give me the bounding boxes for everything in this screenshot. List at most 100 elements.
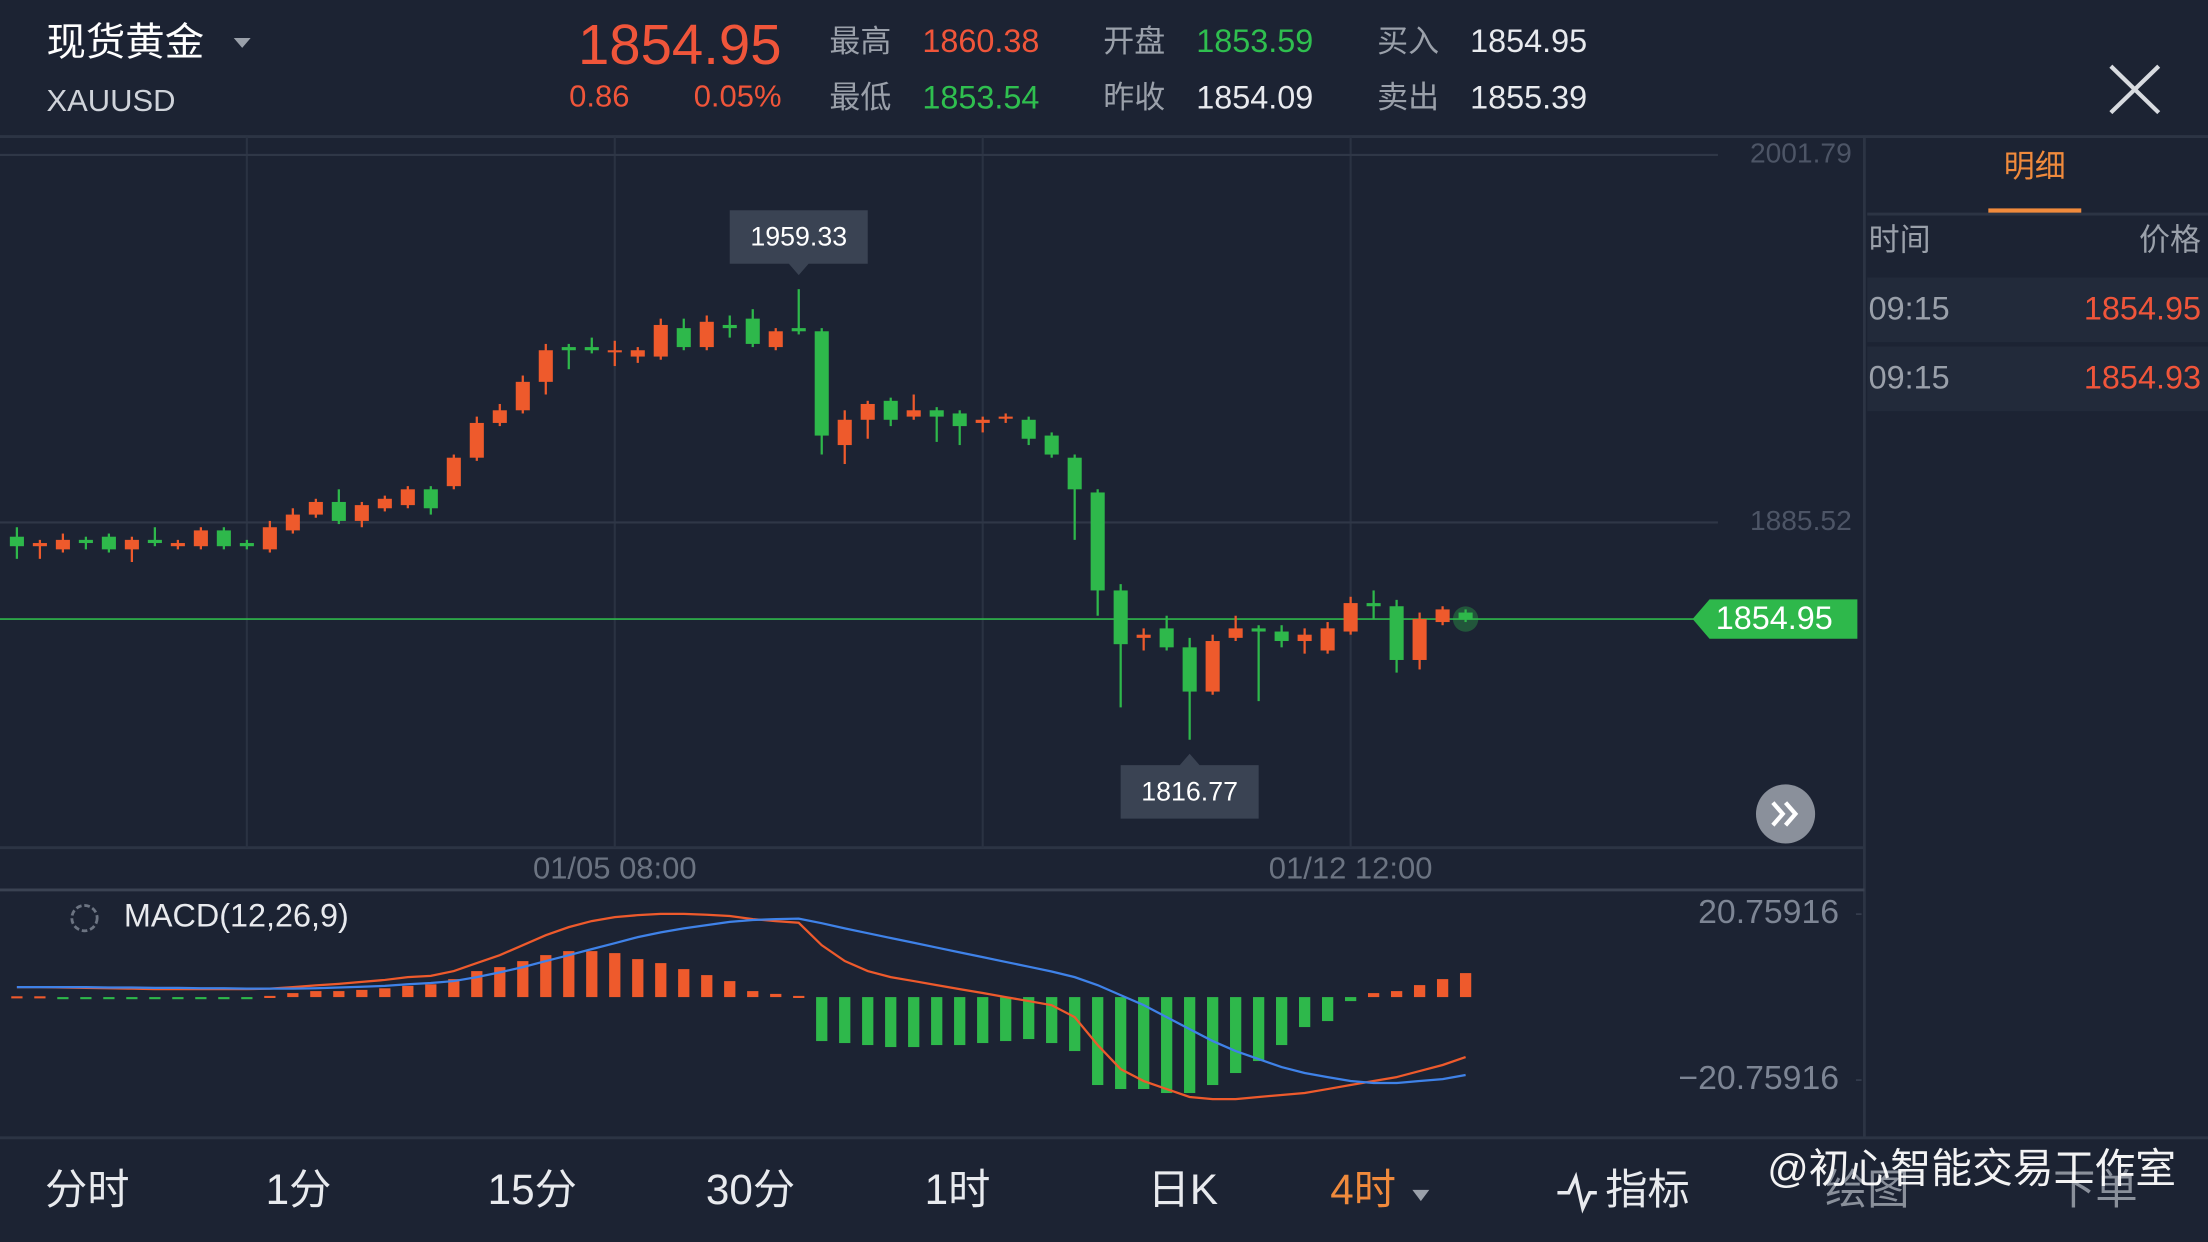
macd-bar (1138, 997, 1150, 1090)
detail-tab[interactable]: 明细 (2004, 149, 2066, 184)
macd-bar (908, 997, 920, 1048)
stat-label: 买入 (1377, 24, 1439, 59)
candle-body (469, 422, 484, 458)
candle-body (147, 539, 162, 544)
candle-body (998, 416, 1013, 419)
macd-bar (1069, 997, 1081, 1052)
y-tick-label: 2001.79 (1750, 137, 1852, 168)
candle-body (423, 489, 438, 509)
max-callout (729, 210, 868, 276)
candle-body (1136, 634, 1151, 638)
candle-body (1090, 492, 1105, 591)
candle-body (1182, 647, 1197, 692)
macd-bar (1367, 993, 1380, 998)
min-callout (1120, 753, 1259, 819)
period-tabs: 分时 1分 15分 30分 1时 日K 4时 (45, 1166, 1430, 1213)
macd-bar (747, 991, 759, 998)
candle-body (768, 331, 783, 348)
close-button[interactable] (2109, 64, 2161, 115)
macd-bar (1276, 997, 1288, 1046)
stat-label: 最低 (829, 80, 891, 115)
macd-line (16, 917, 1466, 1085)
candle-body (837, 419, 852, 446)
candle-body (561, 347, 576, 351)
candle-body (1113, 590, 1128, 645)
macd-bar (11, 996, 23, 999)
detail-rows: 09:15 1854.95 09:15 1854.93 (1867, 277, 2208, 412)
candle-body (1251, 628, 1266, 632)
tool-button[interactable]: 指标 (1605, 1166, 1689, 1213)
candle-body (860, 403, 875, 420)
candle-body (377, 498, 392, 509)
macd-bar (770, 993, 782, 998)
candle-body (1412, 618, 1427, 660)
candle-body (1205, 641, 1220, 692)
candle-body (814, 331, 829, 436)
macd-bar (1390, 991, 1403, 998)
macd-bar (678, 969, 690, 998)
macd-bar (402, 985, 414, 998)
stat-value: 1860.38 (922, 23, 1039, 59)
candle-body (1389, 606, 1404, 660)
settings-icon[interactable] (70, 904, 99, 933)
macd-bar (1230, 997, 1242, 1074)
macd-bar (1115, 997, 1127, 1090)
instrument-name[interactable]: 现货黄金 (46, 20, 204, 64)
stat-label: 昨收 (1103, 80, 1165, 115)
period-tab[interactable]: 15分 (488, 1166, 577, 1213)
watermark: @初心智能交易工作室 (1767, 1145, 2176, 1191)
scroll-latest-button[interactable] (1755, 784, 1816, 844)
macd-bar (586, 951, 598, 998)
candle-body (722, 324, 737, 329)
macd-bar (1459, 973, 1472, 998)
period-tab[interactable]: 分时 (45, 1166, 129, 1213)
macd-bar (954, 997, 966, 1046)
macd-bar (1046, 997, 1058, 1044)
row-time: 09:15 (1869, 360, 1950, 396)
candle-body (446, 457, 461, 487)
stat-value: 1853.54 (922, 80, 1039, 116)
column-header: 价格 (2139, 222, 2201, 257)
price-change-pct: 0.05% (694, 79, 782, 114)
candle-body (791, 328, 806, 332)
period-tab[interactable]: 日K (1148, 1166, 1218, 1213)
macd-bar (149, 997, 161, 1000)
macd-bar (80, 997, 92, 1000)
macd-bar (1023, 997, 1035, 1040)
macd-bar (425, 984, 437, 998)
candle-body (630, 350, 645, 357)
row-time: 09:15 (1869, 291, 1950, 327)
stat-value: 1854.09 (1196, 80, 1313, 116)
macd-bar (517, 961, 529, 998)
candle-body (1320, 628, 1335, 651)
candle-body (1297, 634, 1312, 642)
period-tab[interactable]: 1时 (925, 1166, 991, 1213)
macd-bar (931, 997, 943, 1046)
macd-bar (287, 993, 299, 998)
macd-bar (885, 997, 897, 1048)
macd-bar (839, 997, 851, 1044)
candle-body (308, 501, 323, 515)
tab-dropdown-arrow[interactable] (1412, 1189, 1430, 1202)
stats: 最高 1860.38 最低 1853.54 开盘 1853.59 昨收 1854.09 买入 18… (829, 23, 1587, 115)
candle-body (1159, 628, 1174, 648)
macd-bar (356, 989, 368, 998)
tool-button[interactable]: 下单 (2053, 1166, 2137, 1213)
tool-button[interactable]: 绘图 (1825, 1166, 1909, 1213)
candle-body (906, 410, 921, 417)
dropdown-arrow[interactable] (233, 38, 251, 48)
macd-bar (1436, 979, 1449, 998)
macd-bar (793, 995, 805, 999)
macd-bar (1000, 997, 1012, 1042)
candle-body (492, 410, 507, 423)
candle-body (538, 350, 553, 382)
last-price-glow (1452, 606, 1479, 632)
period-tab[interactable]: 1分 (266, 1166, 332, 1213)
period-tab[interactable]: 4时 (1330, 1166, 1396, 1213)
macd-bar (1253, 997, 1265, 1062)
macd-bar (195, 997, 207, 1000)
macd-bar (103, 997, 115, 1000)
candle-body (331, 501, 346, 521)
period-tab[interactable]: 30分 (706, 1166, 795, 1213)
